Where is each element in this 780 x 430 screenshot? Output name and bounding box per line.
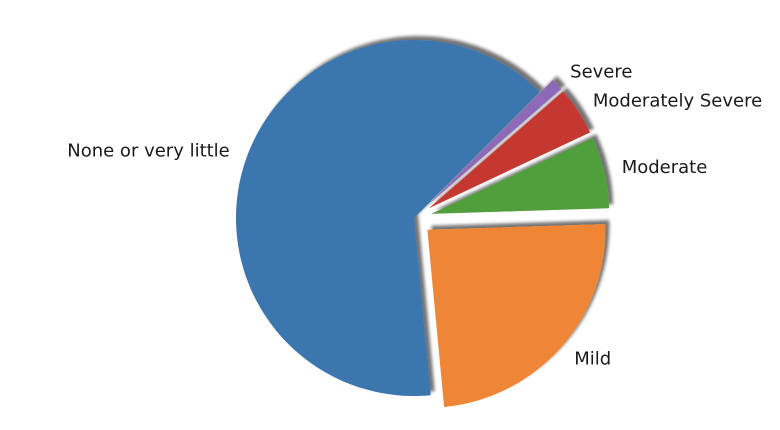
pie-slice-severe bbox=[427, 79, 562, 206]
pie-slice-none-or-very-little bbox=[236, 40, 540, 396]
pie-slice-moderately-severe bbox=[428, 91, 590, 209]
pie-label-moderate: Moderate bbox=[622, 157, 708, 178]
pie-slice-moderate bbox=[431, 138, 610, 214]
pie-label-severe: Severe bbox=[570, 61, 632, 82]
pie-labels: None or very little Mild Moderate Moderatel… bbox=[67, 61, 762, 369]
pie-label-moderately-severe: Moderately Severe bbox=[593, 90, 762, 111]
pie-label-mild: Mild bbox=[574, 348, 611, 369]
pie-label-none-or-very-little: None or very little bbox=[67, 141, 230, 162]
pie-slice-mild bbox=[427, 224, 606, 407]
pie-slices bbox=[236, 40, 610, 407]
